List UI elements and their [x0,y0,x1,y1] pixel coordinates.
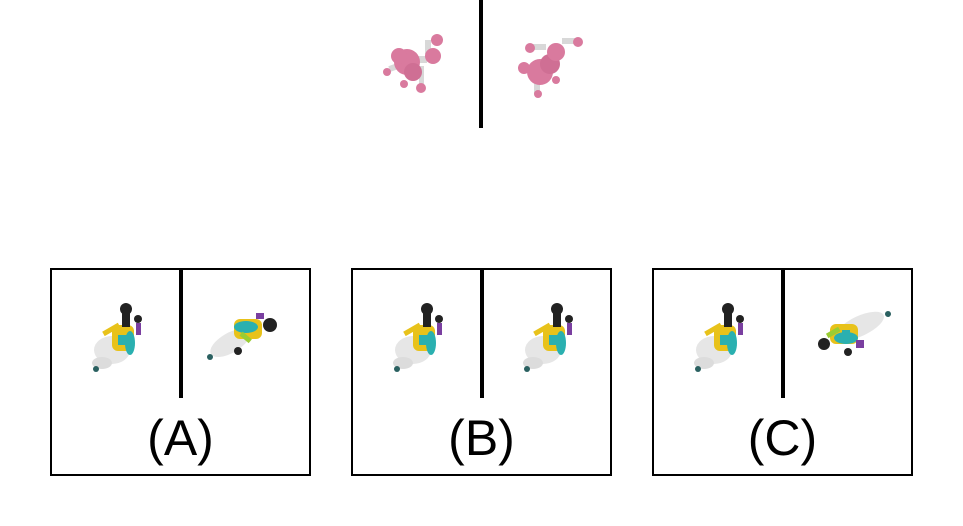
option-b[interactable]: (B) [351,268,612,476]
option-c-divider [781,270,785,398]
option-c[interactable]: (C) [652,268,913,476]
scooter-rider-icon [694,303,744,372]
option-b-label: (B) [448,410,515,466]
scooter-rider-icon [92,303,142,372]
option-a-label: (A) [147,410,214,466]
option-a[interactable]: (A) [50,268,311,476]
option-c-label: (C) [747,410,818,466]
scooter-rider-rotated-icon [818,311,891,356]
option-b-divider [480,270,484,398]
scooter-rider-rotated-icon [207,313,277,360]
scooter-rider-icon [393,303,443,372]
pink-molecule-rotated-icon [518,37,583,98]
scooter-rider-icon [523,303,573,372]
reference-divider [479,0,483,128]
option-a-divider [179,270,183,398]
pink-molecule-icon [383,34,443,93]
reference-pair [360,0,600,130]
